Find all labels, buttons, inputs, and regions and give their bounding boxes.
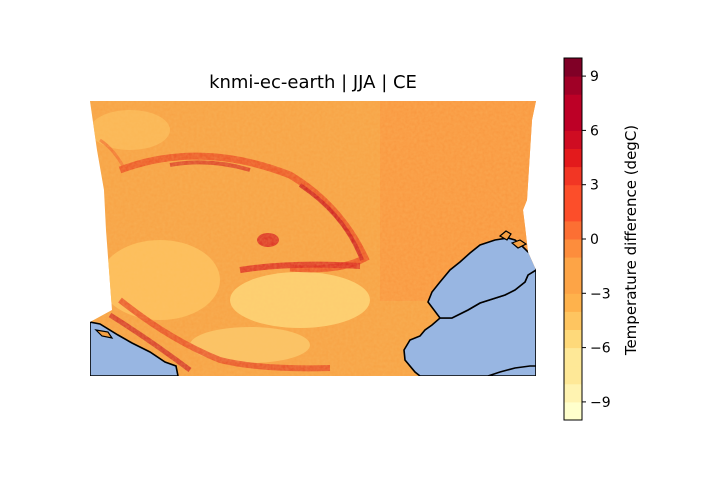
ocean-south-west xyxy=(90,321,179,376)
colorbar-tick-label: 9 xyxy=(590,69,599,85)
colorbar-segment xyxy=(564,239,582,258)
island-east xyxy=(498,230,512,241)
colorbar-tick-label: −3 xyxy=(590,286,611,302)
island-east-2 xyxy=(510,239,528,249)
ocean-south-west-lower xyxy=(487,365,536,376)
colorbar-segments xyxy=(564,58,582,421)
colorbar-segment xyxy=(564,76,582,95)
colorbar-segment xyxy=(564,311,582,330)
colorbar-segment xyxy=(564,184,582,204)
colorbar-segment xyxy=(564,401,582,421)
colorbar-segment xyxy=(564,166,582,186)
colorbar: −9 −6 −3 0 3 6 9 xyxy=(563,57,611,421)
colorbar-segment xyxy=(564,220,582,240)
colorbar-segment xyxy=(564,293,582,312)
colorbar-tick-label: 3 xyxy=(590,178,599,194)
colorbar-tick-label: 6 xyxy=(590,123,599,139)
colorbar-label: Temperature difference (degC) xyxy=(622,124,640,356)
colorbar-segment xyxy=(564,275,582,294)
colorbar-segment xyxy=(564,58,582,77)
ocean-east xyxy=(427,237,536,319)
colorbar-segment xyxy=(564,112,582,131)
colorbar-segment xyxy=(564,347,582,367)
colorbar-segment xyxy=(564,130,582,149)
temperature-field xyxy=(90,101,536,376)
colorbar-segment xyxy=(564,329,582,349)
colorbar-segment xyxy=(564,148,582,168)
colorbar-tick-label: −6 xyxy=(590,341,611,357)
colorbar-tick-label: −9 xyxy=(590,395,611,411)
colorbar-segment xyxy=(564,94,582,113)
colorbar-tick-label: 0 xyxy=(590,232,599,248)
colorbar-segment xyxy=(564,383,582,403)
plot-title: knmi-ec-earth | JJA | CE xyxy=(209,72,417,93)
colorbar-segment xyxy=(564,365,582,385)
colorbar-ticks: −9 −6 −3 0 3 6 9 xyxy=(582,69,611,411)
colorbar-segment xyxy=(564,202,582,222)
colorbar-segment xyxy=(564,257,582,276)
island-west xyxy=(94,329,114,339)
